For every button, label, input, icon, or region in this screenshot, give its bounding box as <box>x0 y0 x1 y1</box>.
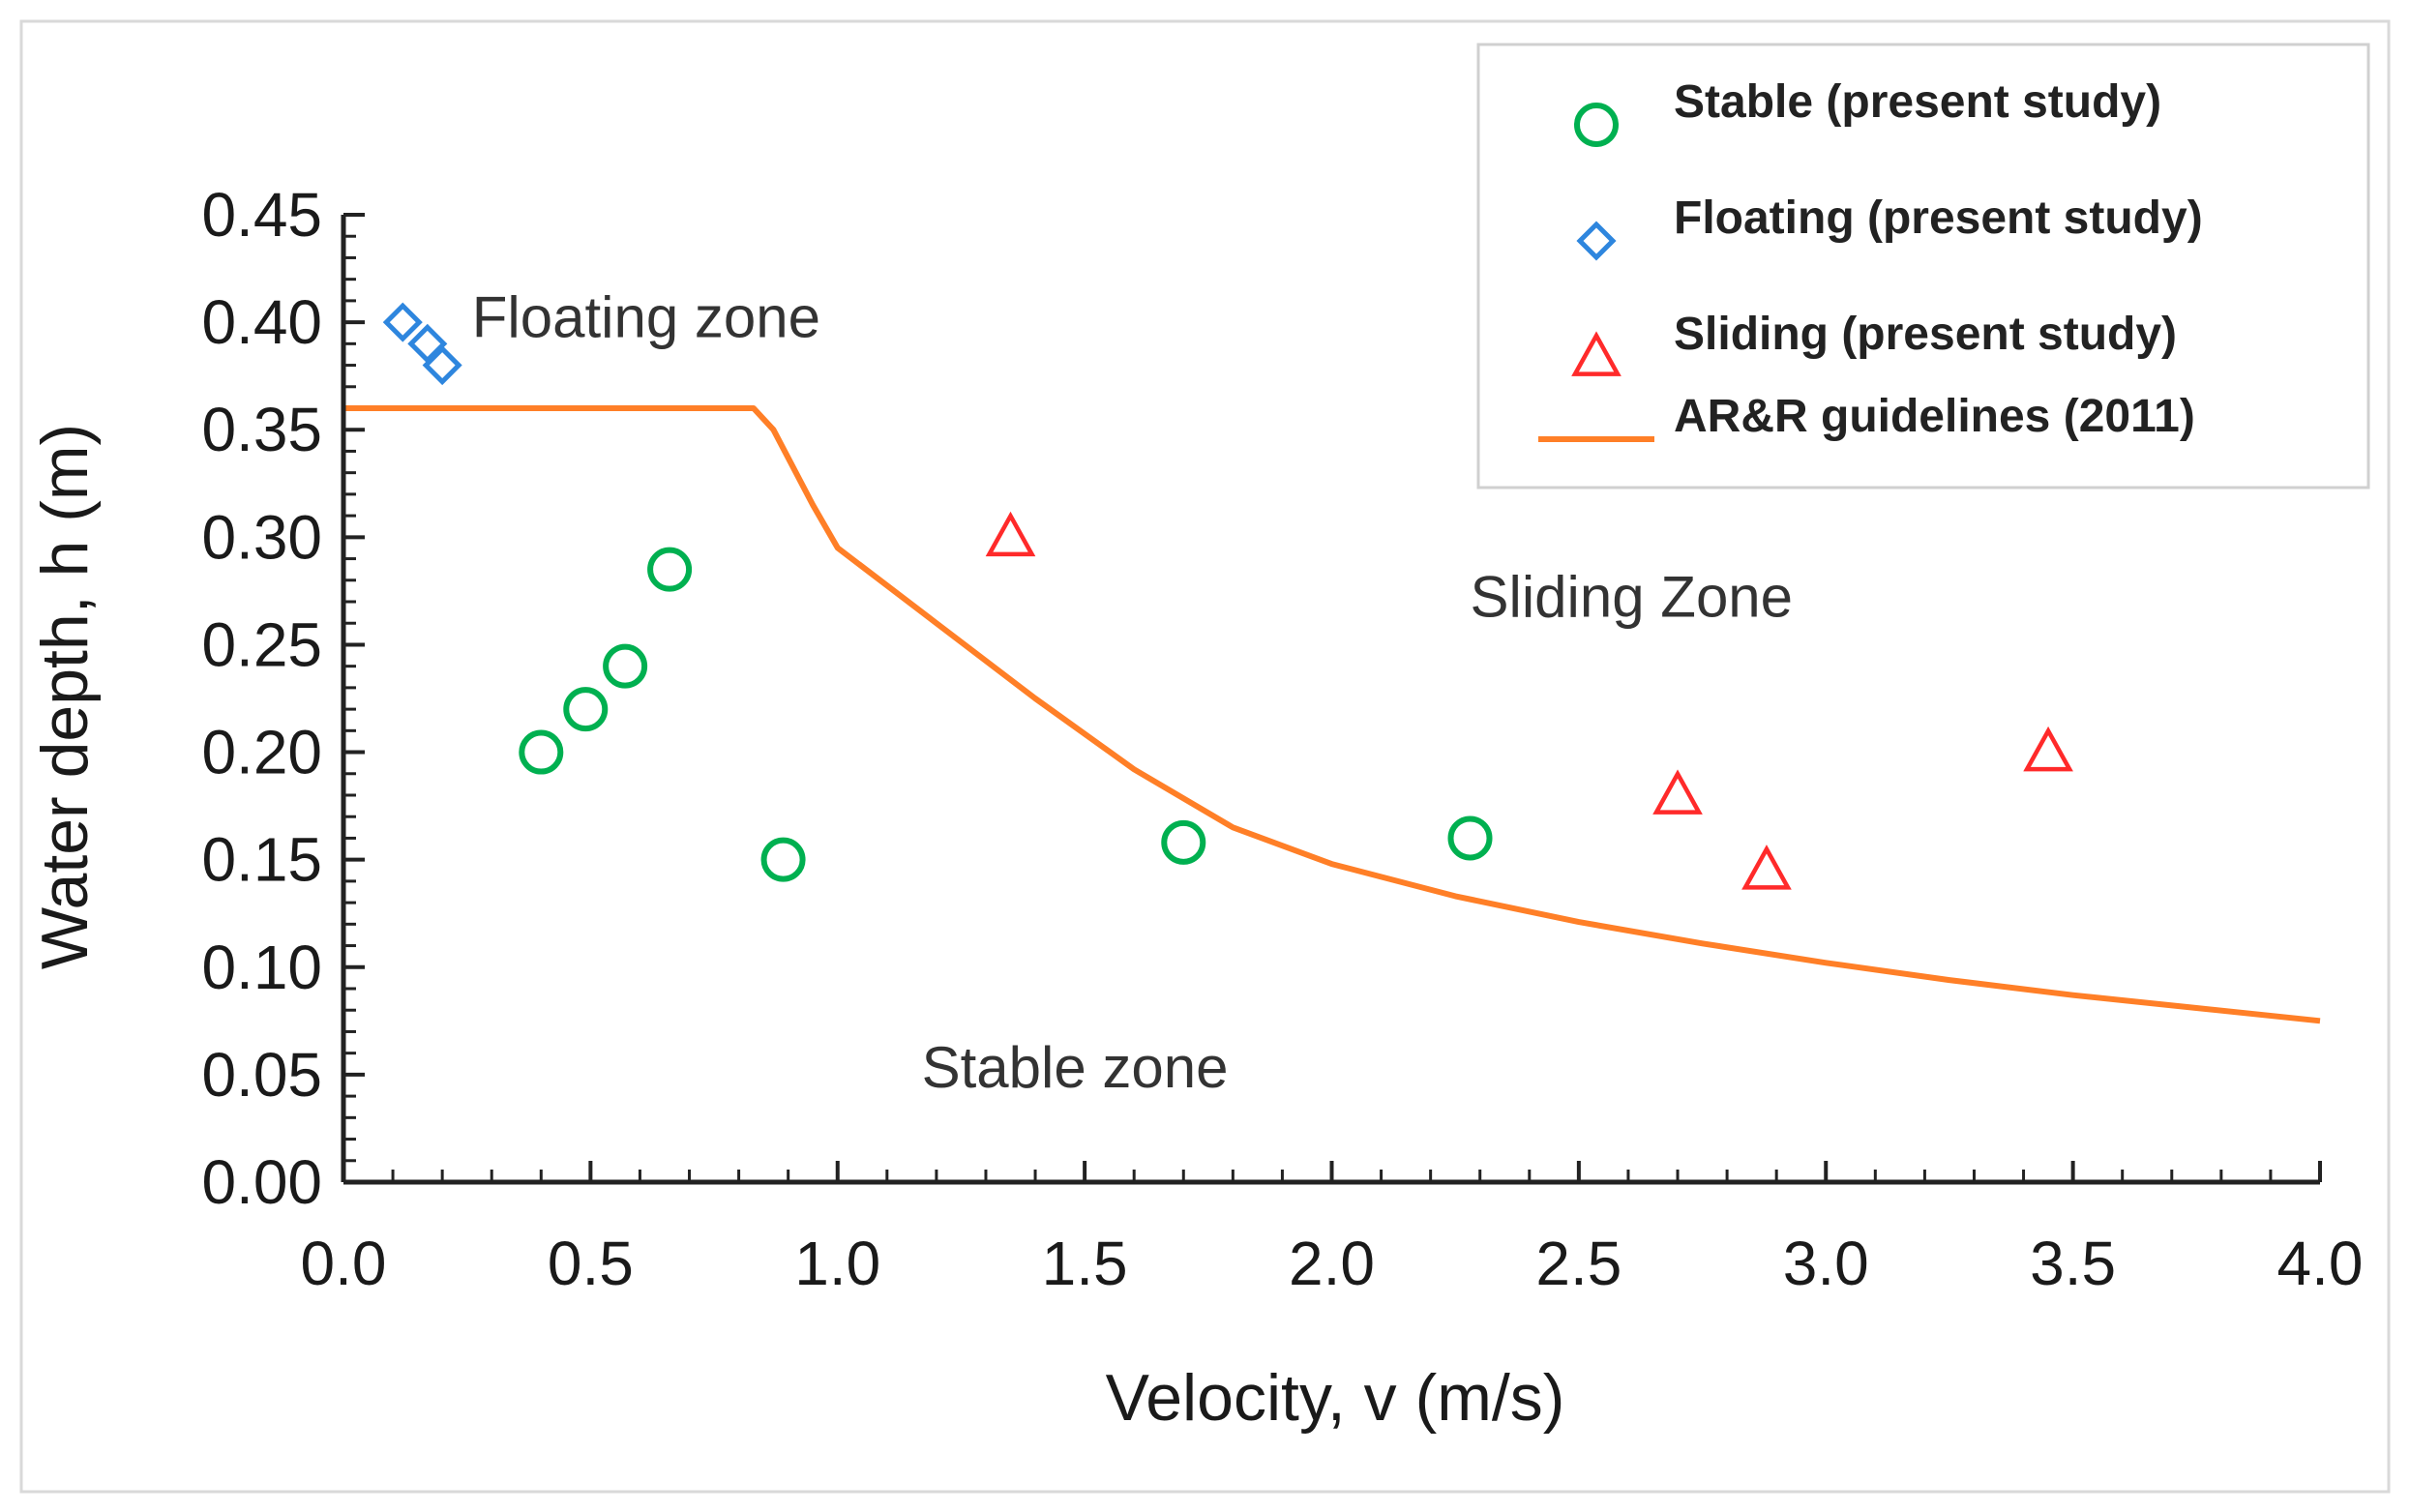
legend-symbol-triangle <box>1571 331 1622 376</box>
diamond-data-point <box>407 323 448 364</box>
x-tick-label: 3.5 <box>2030 1229 2116 1298</box>
x-tick-label: 4.0 <box>2277 1229 2364 1298</box>
x-tick-label: 2.0 <box>1289 1229 1375 1298</box>
x-tick-label: 0.0 <box>301 1229 387 1298</box>
legend-symbol-diamond <box>1576 221 1617 261</box>
circle-data-point <box>760 837 806 882</box>
triangle-data-point <box>1741 845 1792 890</box>
y-tick-label: 0.05 <box>201 1040 322 1110</box>
y-tick-label: 0.45 <box>201 180 322 250</box>
triangle-data-point <box>985 511 1036 557</box>
x-tick-label: 3.0 <box>1783 1229 1869 1298</box>
x-axis-ticks: 0.0 0.5 1.0 1.5 2.0 2.5 3.0 3.5 4.0 <box>301 1161 2364 1298</box>
y-tick-label: 0.15 <box>201 825 322 895</box>
circle-data-point <box>1161 819 1206 865</box>
legend-entry-label: Stable (present study) <box>1674 76 2161 128</box>
diamond-data-point <box>422 345 462 386</box>
y-tick-label: 0.20 <box>201 718 322 787</box>
x-tick-label: 1.5 <box>1042 1229 1128 1298</box>
zone-label: Floating zone <box>472 285 820 350</box>
arr-guideline-curve <box>343 405 2321 1024</box>
zone-label: Stable zone <box>922 1035 1229 1100</box>
y-tick-label: 0.25 <box>201 609 322 679</box>
legend-entry-label: Floating (present study) <box>1674 193 2203 244</box>
y-axis-ticks: 0.00 0.05 0.10 0.15 0.20 0.25 0.30 0.35 0.40 0.45 <box>201 180 365 1217</box>
x-tick-label: 2.5 <box>1535 1229 1622 1298</box>
legend-entry-label: AR&R guidelines (2011) <box>1674 391 2195 442</box>
y-tick-label: 0.00 <box>201 1147 322 1217</box>
y-tick-label: 0.10 <box>201 933 322 1002</box>
zone-label: Sliding Zone <box>1471 565 1794 630</box>
triangle-data-point <box>2023 726 2073 772</box>
legend: Stable (present study) Floating (present … <box>1476 43 2370 489</box>
legend-symbol-circle <box>1574 103 1619 147</box>
x-tick-label: 0.5 <box>548 1229 634 1298</box>
x-tick-label: 1.0 <box>794 1229 880 1298</box>
marker-layer <box>382 302 2073 890</box>
y-tick-label: 0.30 <box>201 502 322 572</box>
diamond-data-point <box>382 302 423 342</box>
circle-data-point <box>1447 815 1493 861</box>
x-axis-title: Velocity, v (m/s) <box>1106 1361 1565 1435</box>
y-axis-title: Water depth, h (m) <box>28 424 102 969</box>
y-tick-label: 0.40 <box>201 287 322 357</box>
circle-data-point <box>603 643 648 689</box>
zone-annotations: Floating zone Sliding Zone Stable zone <box>472 285 1793 1101</box>
legend-entry-label: Sliding (present study) <box>1674 309 2177 360</box>
circle-data-point <box>519 729 564 775</box>
triangle-data-point <box>1652 769 1703 815</box>
y-tick-label: 0.35 <box>201 395 322 464</box>
curve-layer <box>343 405 2321 1024</box>
circle-data-point <box>647 547 693 592</box>
legend-box <box>1476 43 2370 489</box>
circle-data-point <box>563 687 609 732</box>
